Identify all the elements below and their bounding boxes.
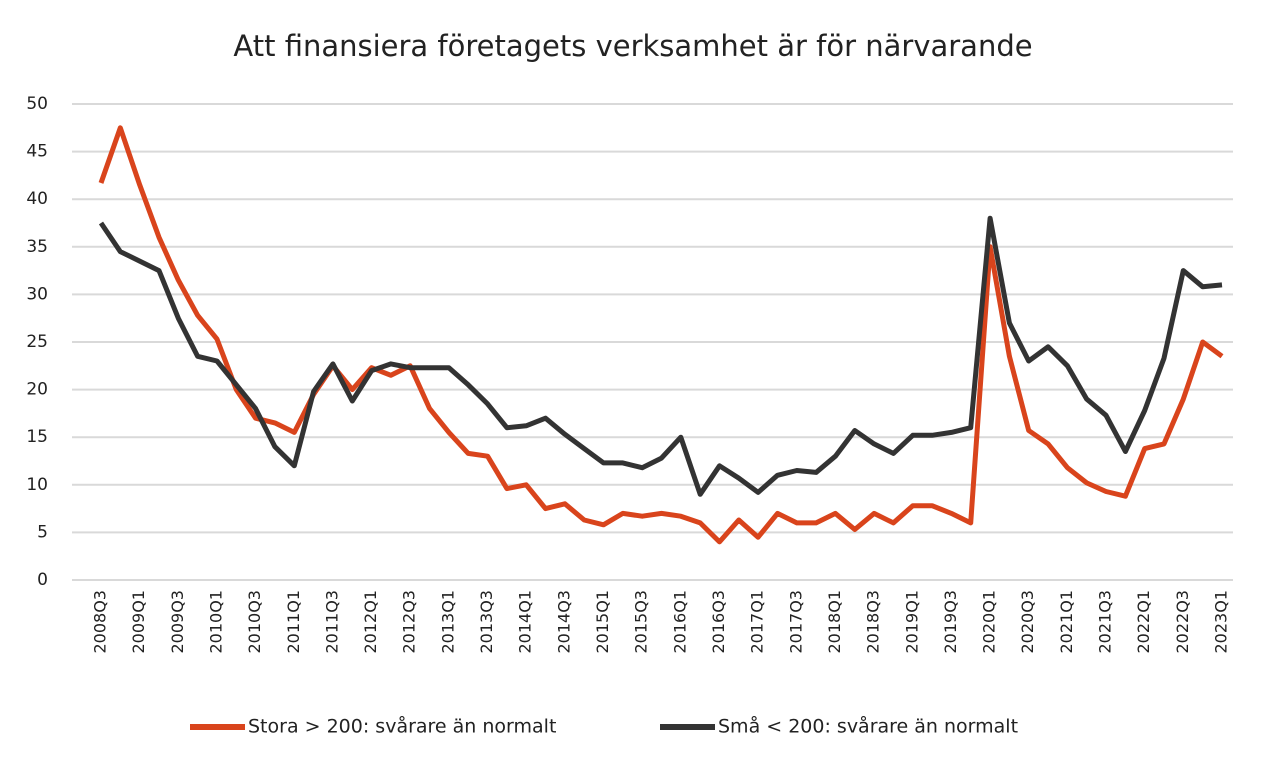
- y-tick-label: 50: [26, 94, 48, 114]
- y-tick-label: 10: [26, 475, 48, 495]
- x-tick-label: 2016Q3: [709, 590, 728, 654]
- y-tick-label: 30: [26, 284, 48, 304]
- x-tick-label: 2013Q1: [438, 590, 457, 654]
- x-tick-label: 2009Q1: [129, 590, 148, 654]
- legend-label: Stora > 200: svårare än normalt: [248, 715, 556, 738]
- legend-label: Små < 200: svårare än normalt: [718, 715, 1018, 738]
- x-tick-label: 2021Q3: [1096, 590, 1115, 654]
- x-tick-label: 2022Q1: [1134, 590, 1153, 654]
- chart-title: Att finansiera företagets verksamhet är …: [233, 29, 1032, 63]
- x-tick-label: 2012Q1: [361, 590, 380, 654]
- y-tick-label: 35: [26, 237, 48, 257]
- y-tick-label: 0: [37, 570, 48, 590]
- x-tick-label: 2014Q1: [516, 590, 535, 654]
- x-tick-label: 2013Q3: [477, 590, 496, 654]
- y-tick-label: 15: [26, 427, 48, 447]
- x-tick-label: 2018Q1: [825, 590, 844, 654]
- x-tick-label: 2023Q1: [1212, 590, 1231, 654]
- line-series: [98, 215, 1223, 497]
- y-tick-label: 45: [26, 142, 48, 162]
- x-tick-label: 2020Q1: [980, 590, 999, 654]
- x-tick-label: 2011Q3: [322, 590, 341, 654]
- y-tick-label: 25: [26, 332, 48, 352]
- x-tick-label: 2019Q3: [941, 590, 960, 654]
- x-tick-label: 2017Q1: [748, 590, 767, 654]
- x-tick-label: 2014Q3: [554, 590, 573, 654]
- y-tick-label: 20: [26, 380, 48, 400]
- x-tick-label: 2020Q3: [1018, 590, 1037, 654]
- x-tick-label: 2009Q3: [168, 590, 187, 654]
- x-tick-label: 2018Q3: [864, 590, 883, 654]
- x-tick-label: 2010Q1: [206, 590, 225, 654]
- x-tick-label: 2016Q1: [670, 590, 689, 654]
- line-series: [98, 125, 1224, 545]
- y-tick-label: 40: [26, 189, 48, 209]
- x-tick-label: 2017Q3: [786, 590, 805, 654]
- x-tick-label: 2012Q3: [400, 590, 419, 654]
- x-tick-label: 2011Q1: [284, 590, 303, 654]
- x-tick-label: 2015Q3: [632, 590, 651, 654]
- y-tick-label: 5: [37, 522, 48, 542]
- x-tick-label: 2021Q1: [1057, 590, 1076, 654]
- x-tick-label: 2019Q1: [902, 590, 921, 654]
- x-tick-label: 2015Q1: [593, 590, 612, 654]
- x-tick-label: 2008Q3: [91, 590, 110, 654]
- x-tick-label: 2010Q3: [245, 590, 264, 654]
- x-tick-label: 2022Q3: [1173, 590, 1192, 654]
